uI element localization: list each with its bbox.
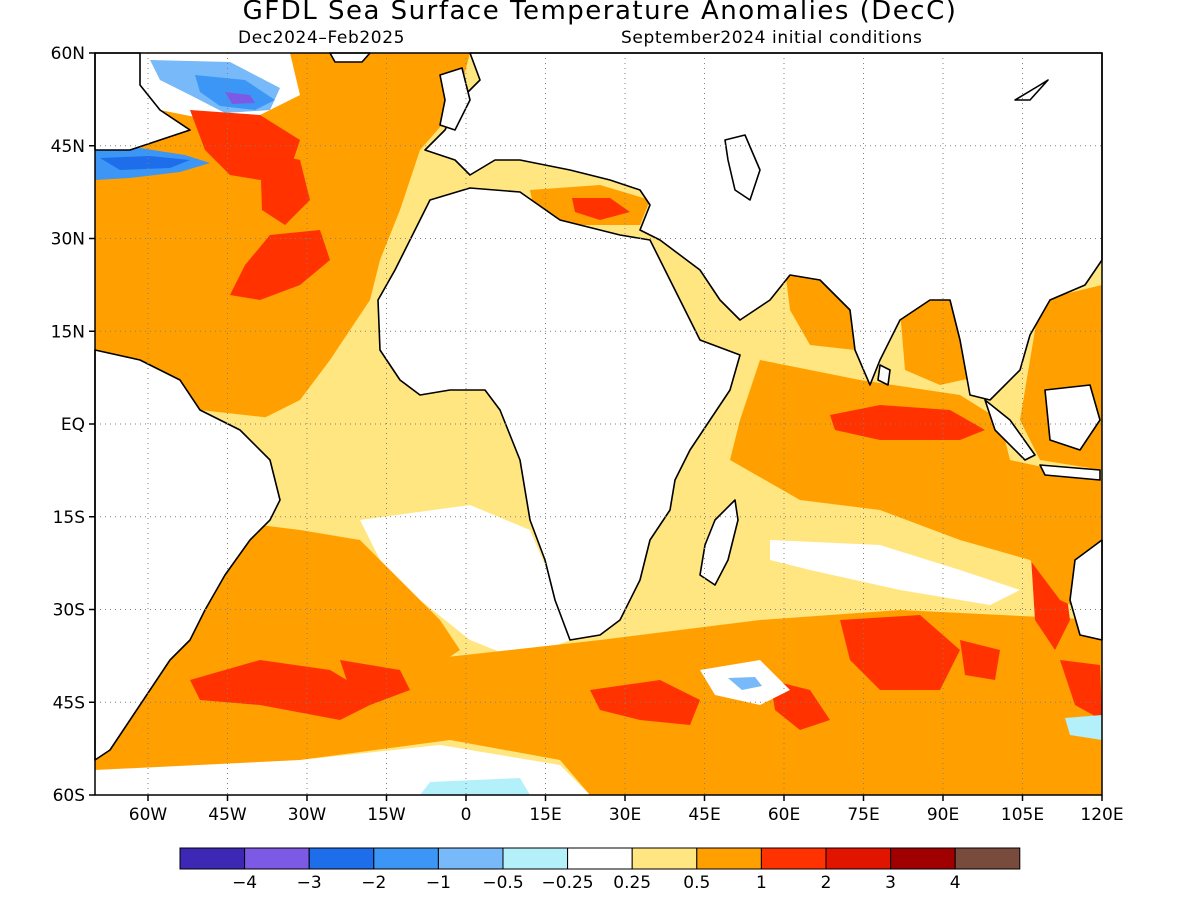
- anomaly-region-red-streak-7: [1060, 660, 1102, 720]
- anomaly-region-southeast-indian-light-blue: [1065, 715, 1102, 740]
- landmass-sri-lanka: [877, 364, 891, 386]
- lon-tick-label: 30W: [288, 805, 327, 825]
- colorbar: −4 −3 −2 −1 −0.5 −0.25 0.25 0.5 1 2 3 4: [179, 847, 1021, 893]
- gridlines: [95, 53, 1102, 795]
- lon-tick-label: 60W: [129, 805, 168, 825]
- colorbar-label: −4: [232, 873, 257, 893]
- colorbar-swatch: [502, 847, 569, 870]
- latitude-axis: 60N 45N 30N 15N EQ 15S 30S 45S 60S: [51, 44, 95, 806]
- lat-tick-label: 30N: [51, 230, 85, 250]
- anomaly-region-south-indian-white: [770, 540, 1020, 605]
- colorbar-label: 0.5: [683, 873, 710, 893]
- colorbar-swatch: [954, 847, 1021, 870]
- landmass-borneo: [1044, 384, 1101, 451]
- land: [94, 52, 1103, 761]
- colorbar-label: −3: [297, 873, 322, 893]
- anomaly-region-central-atlantic-red: [260, 150, 310, 225]
- colorbar-swatch: [890, 847, 956, 870]
- lon-tick-label: 120E: [1080, 805, 1123, 825]
- anomaly-region-mid-atlantic-red: [230, 230, 330, 300]
- colorbar-swatch: [308, 847, 375, 870]
- lat-tick-label: 30S: [53, 601, 85, 621]
- landmass-africa: [377, 187, 741, 641]
- lat-tick-label: 45S: [53, 693, 85, 713]
- colorbar-swatch: [567, 847, 633, 870]
- anomaly-region-mediterranean-red: [572, 198, 630, 220]
- lon-tick-label: 15E: [529, 805, 561, 825]
- landmass-java: [1039, 464, 1101, 481]
- colorbar-label: 1: [756, 873, 767, 893]
- lon-tick-label: 75E: [847, 805, 879, 825]
- anomaly-region-southern-light-blue: [420, 778, 530, 795]
- landmass-south-america: [94, 349, 281, 761]
- anomaly-region-indian-ocean-red: [830, 405, 985, 440]
- colorbar-label: 3: [885, 873, 896, 893]
- anomaly-fields: [95, 53, 1102, 795]
- landmass-sumatra: [984, 399, 1036, 461]
- longitude-axis: 60W 45W 30W 15W 0 15E 30E 45E 60E 75E 90E 105E 120E: [129, 795, 1124, 825]
- lon-tick-label: 0: [461, 805, 472, 825]
- initial-conditions: September2024 initial conditions: [621, 28, 923, 48]
- colorbar-label: −0.25: [542, 873, 594, 893]
- lat-tick-label: EQ: [61, 415, 85, 435]
- landmass-iceland: [329, 52, 371, 63]
- lon-tick-label: 45E: [688, 805, 720, 825]
- colorbar-swatch: [760, 847, 827, 870]
- landmass-madagascar: [699, 499, 739, 586]
- colorbar-label: −1: [426, 873, 451, 893]
- colorbar-label: −2: [361, 873, 386, 893]
- anomaly-region-labrador-purple: [225, 92, 255, 104]
- anomaly-region-red-streak-2: [340, 660, 410, 705]
- lat-tick-label: 60N: [51, 44, 85, 64]
- colorbar-label: 0.25: [613, 873, 651, 893]
- lon-tick-label: 45W: [208, 805, 247, 825]
- anomaly-region-red-streak-5: [840, 615, 960, 690]
- colorbar-swatch: [825, 847, 892, 870]
- anomaly-region-south-atlantic-white: [360, 505, 570, 660]
- lat-tick-label: 15N: [51, 322, 85, 342]
- landmass-australia: [1069, 539, 1103, 641]
- anomaly-region-red-streak-8: [960, 640, 1000, 680]
- colorbar-label: 4: [950, 873, 961, 893]
- colorbar-label: −0.5: [482, 873, 523, 893]
- caspian-sea: [724, 134, 761, 201]
- anomaly-region-labrador-blue: [195, 75, 275, 110]
- colorbar-label: 2: [821, 873, 832, 893]
- anomaly-region-tropical-atlantic: [200, 400, 540, 540]
- forecast-period: Dec2024–Feb2025: [238, 28, 406, 48]
- lon-tick-label: 105E: [1001, 805, 1044, 825]
- lon-tick-label: 30E: [609, 805, 641, 825]
- anomaly-region-newfoundland-dark-blue: [100, 156, 190, 170]
- lat-tick-label: 15S: [53, 508, 85, 528]
- lat-tick-label: 45N: [51, 137, 85, 157]
- anomaly-region-arabian-sea-orange: [785, 270, 860, 350]
- anomaly-region-red-streak-1: [190, 660, 380, 720]
- lat-tick-label: 60S: [53, 786, 85, 806]
- colorbar-swatch: [631, 847, 698, 870]
- landmass-british-isles: [439, 67, 471, 131]
- lon-tick-label: 60E: [768, 805, 800, 825]
- colorbar-swatch: [244, 847, 310, 870]
- colorbar-swatch: [373, 847, 439, 870]
- colorbar-swatch: [696, 847, 762, 870]
- landmass-north-america: [94, 52, 191, 151]
- landmass-kamchatka-coast: [1014, 79, 1049, 101]
- chart-title: GFDL Sea Surface Temperature Anomalies (…: [242, 0, 958, 26]
- colorbar-swatch: [437, 847, 504, 870]
- colorbar-swatch: [179, 847, 246, 870]
- anomaly-region-indian-ocean-orange: [730, 360, 1102, 620]
- landmass-eurasia: [424, 52, 1103, 401]
- anomaly-region-south-indian-blue: [728, 677, 762, 690]
- lon-tick-label: 15W: [367, 805, 406, 825]
- lon-tick-label: 90E: [927, 805, 959, 825]
